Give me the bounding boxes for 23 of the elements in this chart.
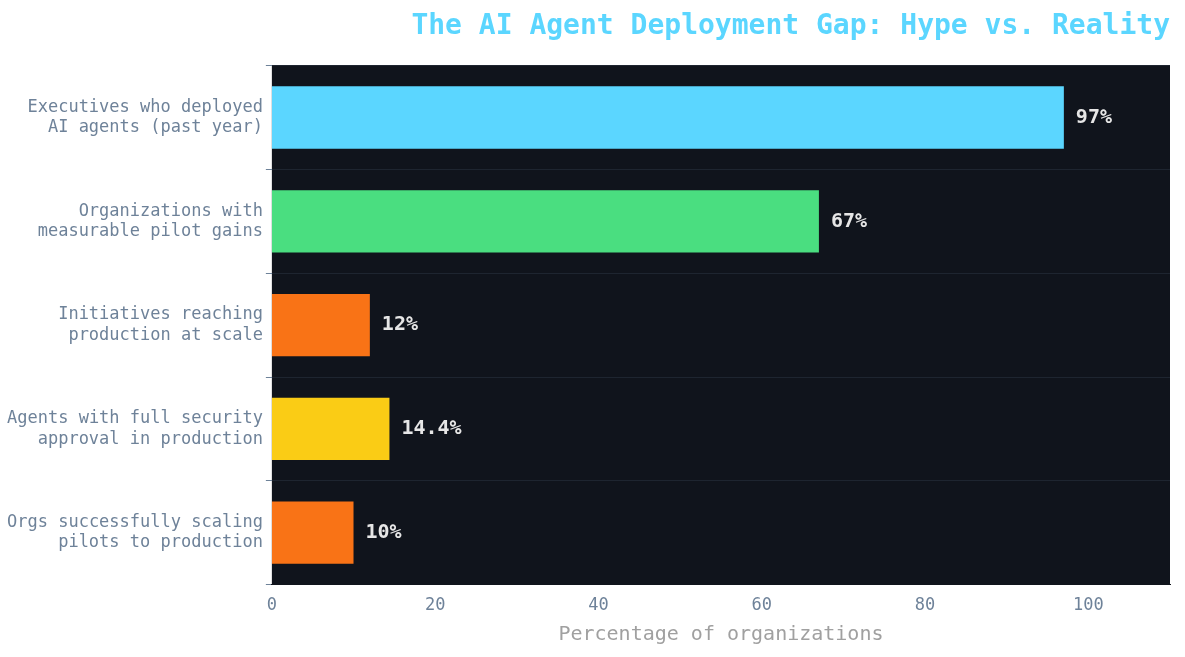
data-label: 14.4% bbox=[401, 415, 462, 440]
y-tick-label: Agents with full security approval in production bbox=[7, 407, 263, 448]
x-tick-label: 0 bbox=[266, 594, 277, 615]
x-axis-title: Percentage of organizations bbox=[558, 621, 884, 646]
x-tick-label: 60 bbox=[751, 594, 772, 615]
bar bbox=[271, 501, 354, 564]
bar bbox=[271, 190, 819, 253]
bar bbox=[271, 86, 1064, 149]
data-label: 10% bbox=[365, 518, 402, 543]
x-tick-label: 40 bbox=[588, 594, 609, 615]
y-tick-label: Organizations with measurable pilot gains bbox=[37, 199, 263, 240]
data-label: 67% bbox=[830, 207, 868, 232]
chart-title: The AI Agent Deployment Gap: Hype vs. Reality bbox=[411, 8, 1171, 42]
y-tick-label: Executives who deployed AI agents (past year) bbox=[27, 95, 263, 137]
data-label: 12% bbox=[381, 311, 418, 336]
bar bbox=[271, 397, 390, 461]
y-tick-label: Initiatives reaching production at scale bbox=[58, 303, 263, 344]
y-tick-label: Orgs successfully scaling pilots to production bbox=[7, 510, 263, 552]
x-tick-label: 20 bbox=[424, 594, 446, 615]
x-tick-label: 80 bbox=[914, 594, 936, 615]
x-tick-label: 100 bbox=[1072, 594, 1104, 615]
data-label: 97% bbox=[1075, 103, 1112, 128]
bar bbox=[271, 293, 370, 357]
